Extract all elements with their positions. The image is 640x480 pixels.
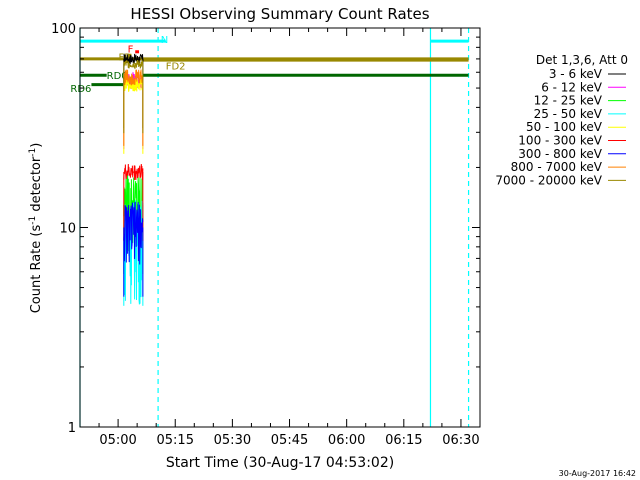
x-tick-label-0: 05:00 [99, 433, 136, 448]
flag-label-f: F [128, 44, 134, 55]
series-line-5 [123, 163, 144, 181]
series-line-0 [123, 53, 144, 64]
series-line-8 [123, 59, 144, 70]
series-line-7 [123, 69, 144, 86]
chart-title: HESSI Observing Summary Count Rates [130, 5, 429, 23]
y-axis-label: Count Rate (s-1 detector-1) [28, 143, 44, 314]
axes: 05:00 05:15 05:30 05:45 06:00 06:15 06:30 1 10 10… [51, 22, 480, 448]
x-tick-label-3: 05:45 [271, 433, 308, 448]
legend-label-0: 3 - 6 keV [549, 67, 603, 81]
legend-label-4: 50 - 100 keV [526, 120, 603, 134]
flag-label-rd0: RD0 [107, 71, 128, 82]
x-tick-label-2: 05:30 [214, 433, 251, 448]
x-tick-label-1: 05:15 [157, 433, 194, 448]
legend-label-7: 800 - 7000 keV [511, 160, 603, 174]
series-line-6 [123, 201, 144, 265]
y-tick-label-0: 1 [68, 421, 76, 436]
flag-label-rd6: RD6 [70, 84, 91, 95]
x-tick-label-4: 06:00 [328, 433, 365, 448]
legend-label-8: 7000 - 20000 keV [495, 173, 602, 187]
legend-label-2: 12 - 25 keV [534, 94, 603, 108]
legend-label-1: 6 - 12 keV [541, 80, 603, 94]
y-tick-label-2: 100 [51, 22, 76, 37]
legend-label-5: 100 - 300 keV [518, 134, 602, 148]
y-tick-label-1: 10 [59, 222, 76, 237]
footer-timestamp: 30-Aug-2017 16:42 [559, 469, 636, 478]
legend-title: Det 1,3,6, Att 0 [536, 53, 628, 67]
x-tick-label-6: 06:30 [442, 433, 479, 448]
legend-label-6: 300 - 800 keV [518, 147, 602, 161]
flag-label-fd2: FD2 [166, 61, 186, 72]
x-axis-label: Start Time (30-Aug-17 04:53:02) [166, 455, 394, 471]
flag-label-n: N [161, 35, 168, 46]
legend-label-3: 25 - 50 keV [534, 107, 603, 121]
x-tick-label-5: 06:15 [385, 433, 422, 448]
